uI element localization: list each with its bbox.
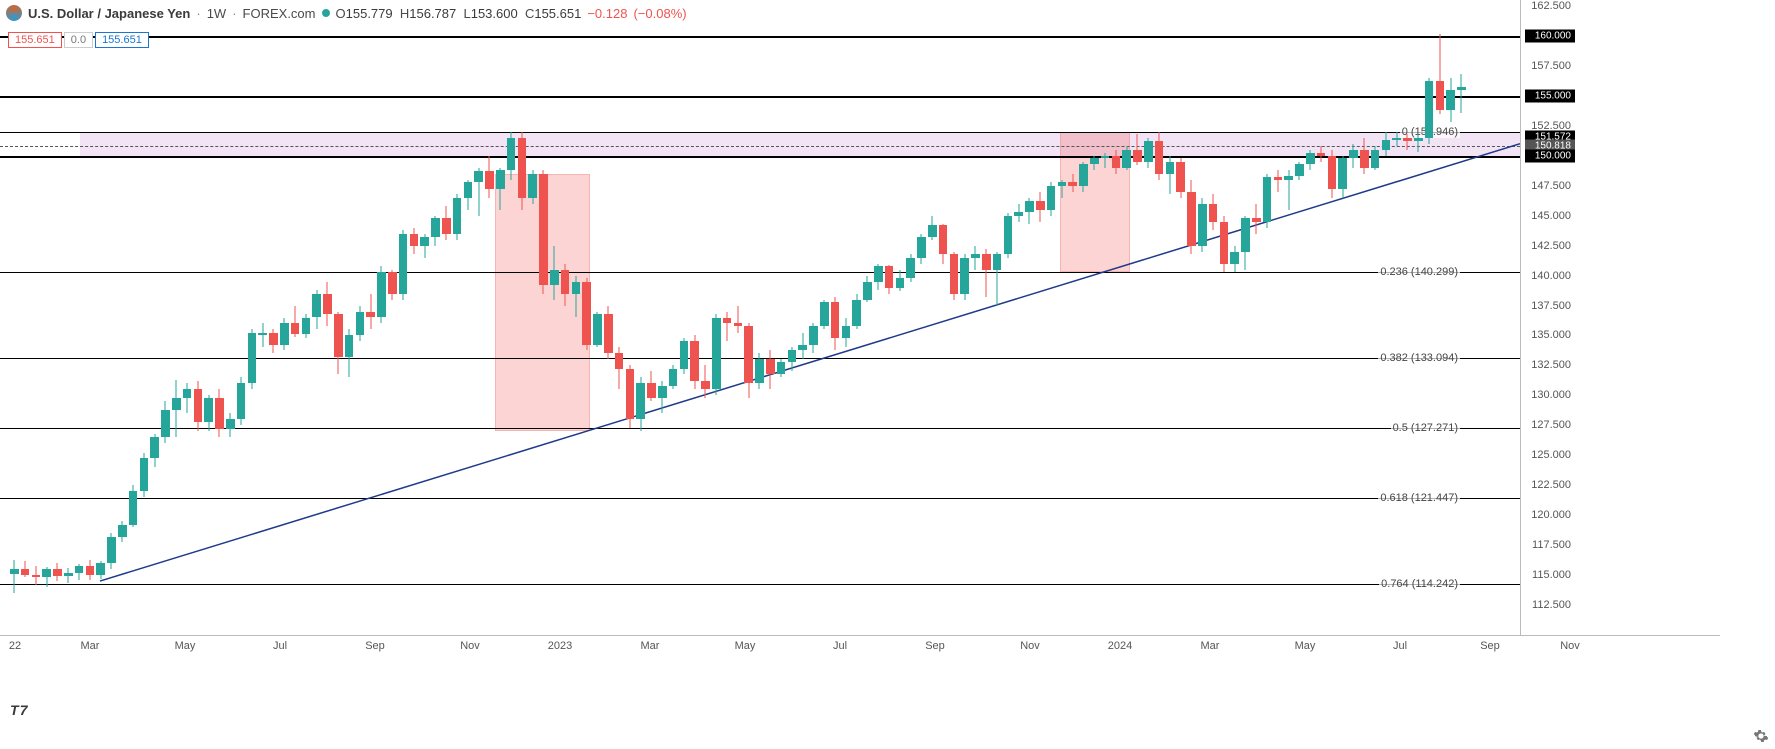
y-tick-label: 122.500 — [1531, 479, 1571, 491]
ask-badge: 155.651 — [95, 32, 149, 48]
y-tick-label: 137.500 — [1531, 300, 1571, 312]
separator: · — [196, 6, 200, 21]
supply-zone-band — [80, 132, 1520, 156]
x-tick-label: Nov — [1560, 640, 1580, 652]
highlight-zone — [1060, 132, 1130, 272]
x-tick-label: May — [1295, 640, 1316, 652]
x-tick-label: Nov — [460, 640, 480, 652]
chart-header: U.S. Dollar / Japanese Yen · 1W · FOREX.… — [0, 0, 1775, 26]
x-tick-label: Jul — [273, 640, 287, 652]
price-marker: 150.000 — [1525, 149, 1575, 162]
time-axis[interactable]: 22 Mar May Jul Sep Nov 2023 Mar May Jul Sep Nov 2024… — [0, 635, 1720, 659]
change-value: −0.128 — [587, 6, 627, 21]
y-tick-label: 115.000 — [1532, 569, 1571, 581]
ohlc-readout: O155.779 H156.787 L153.600 C155.651 — [336, 6, 582, 21]
x-tick-label: Jul — [1393, 640, 1407, 652]
gear-icon — [1753, 728, 1769, 744]
x-tick-label: Mar — [81, 640, 100, 652]
y-tick-label: 140.000 — [1531, 270, 1571, 282]
horizontal-line — [0, 36, 1520, 38]
x-tick-label: Sep — [1480, 640, 1500, 652]
spread-badge: 0.0 — [64, 32, 93, 48]
y-tick-label: 120.000 — [1531, 509, 1571, 521]
price-marker: 155.000 — [1525, 89, 1575, 102]
separator: · — [232, 6, 236, 21]
y-tick-label: 117.500 — [1532, 539, 1571, 551]
provider-logo-icon — [6, 5, 22, 21]
x-tick-label: Jul — [833, 640, 847, 652]
low-value: 153.600 — [471, 6, 518, 21]
y-tick-label: 130.000 — [1531, 389, 1571, 401]
x-tick-label: Mar — [641, 640, 660, 652]
bid-badge: 155.651 — [8, 32, 62, 48]
y-tick-label: 112.500 — [1532, 599, 1571, 611]
horizontal-line — [0, 272, 1520, 273]
horizontal-line — [0, 156, 1520, 158]
horizontal-line — [0, 96, 1520, 98]
price-marker: 160.000 — [1525, 29, 1575, 42]
fib-level-label: 0.5 (127.271) — [1391, 422, 1460, 434]
x-tick-label: Sep — [925, 640, 945, 652]
close-value: 155.651 — [534, 6, 581, 21]
y-tick-label: 127.500 — [1531, 419, 1571, 431]
y-tick-label: 125.000 — [1531, 449, 1571, 461]
x-tick-label: Sep — [365, 640, 385, 652]
open-value: 155.779 — [346, 6, 393, 21]
x-tick-label: 22 — [9, 640, 21, 652]
x-tick-label: May — [735, 640, 756, 652]
x-tick-label: Nov — [1020, 640, 1040, 652]
market-status-icon — [322, 9, 330, 17]
settings-button[interactable] — [1753, 728, 1769, 744]
x-tick-label: Mar — [1201, 640, 1220, 652]
tradingview-logo-icon: T 7 — [10, 702, 28, 718]
change-pct: (−0.08%) — [633, 6, 686, 21]
price-badges: 155.651 0.0 155.651 — [8, 32, 149, 48]
x-tick-label: 2024 — [1108, 640, 1132, 652]
y-tick-label: 135.000 — [1531, 329, 1571, 341]
price-axis[interactable]: 112.500 115.000 117.500 120.000 122.500 125.0… — [1520, 0, 1575, 635]
horizontal-line — [0, 498, 1520, 499]
high-value: 156.787 — [409, 6, 456, 21]
fib-level-label: 0.764 (114.242) — [1379, 578, 1460, 590]
provider-label: FOREX.com — [243, 6, 316, 21]
y-tick-label: 142.500 — [1531, 240, 1571, 252]
x-tick-label: 2023 — [548, 640, 572, 652]
y-tick-label: 132.500 — [1531, 359, 1571, 371]
fib-level-label: 0.382 (133.094) — [1378, 352, 1460, 364]
y-tick-label: 145.000 — [1531, 210, 1571, 222]
symbol-title: U.S. Dollar / Japanese Yen — [28, 6, 190, 21]
fib-level-label: 0.618 (121.447) — [1378, 492, 1460, 504]
timeframe-label: 1W — [207, 6, 227, 21]
x-tick-label: May — [175, 640, 196, 652]
y-tick-label: 147.500 — [1531, 180, 1571, 192]
y-tick-label: 157.500 — [1531, 60, 1571, 72]
chart-plot-area[interactable]: 0 (151.946)0.236 (140.299)0.382 (133.094… — [0, 0, 1520, 635]
horizontal-line — [0, 132, 1520, 133]
fib-level-label: 0.236 (140.299) — [1378, 266, 1460, 278]
horizontal-line — [0, 146, 1520, 147]
horizontal-line — [0, 584, 1520, 585]
